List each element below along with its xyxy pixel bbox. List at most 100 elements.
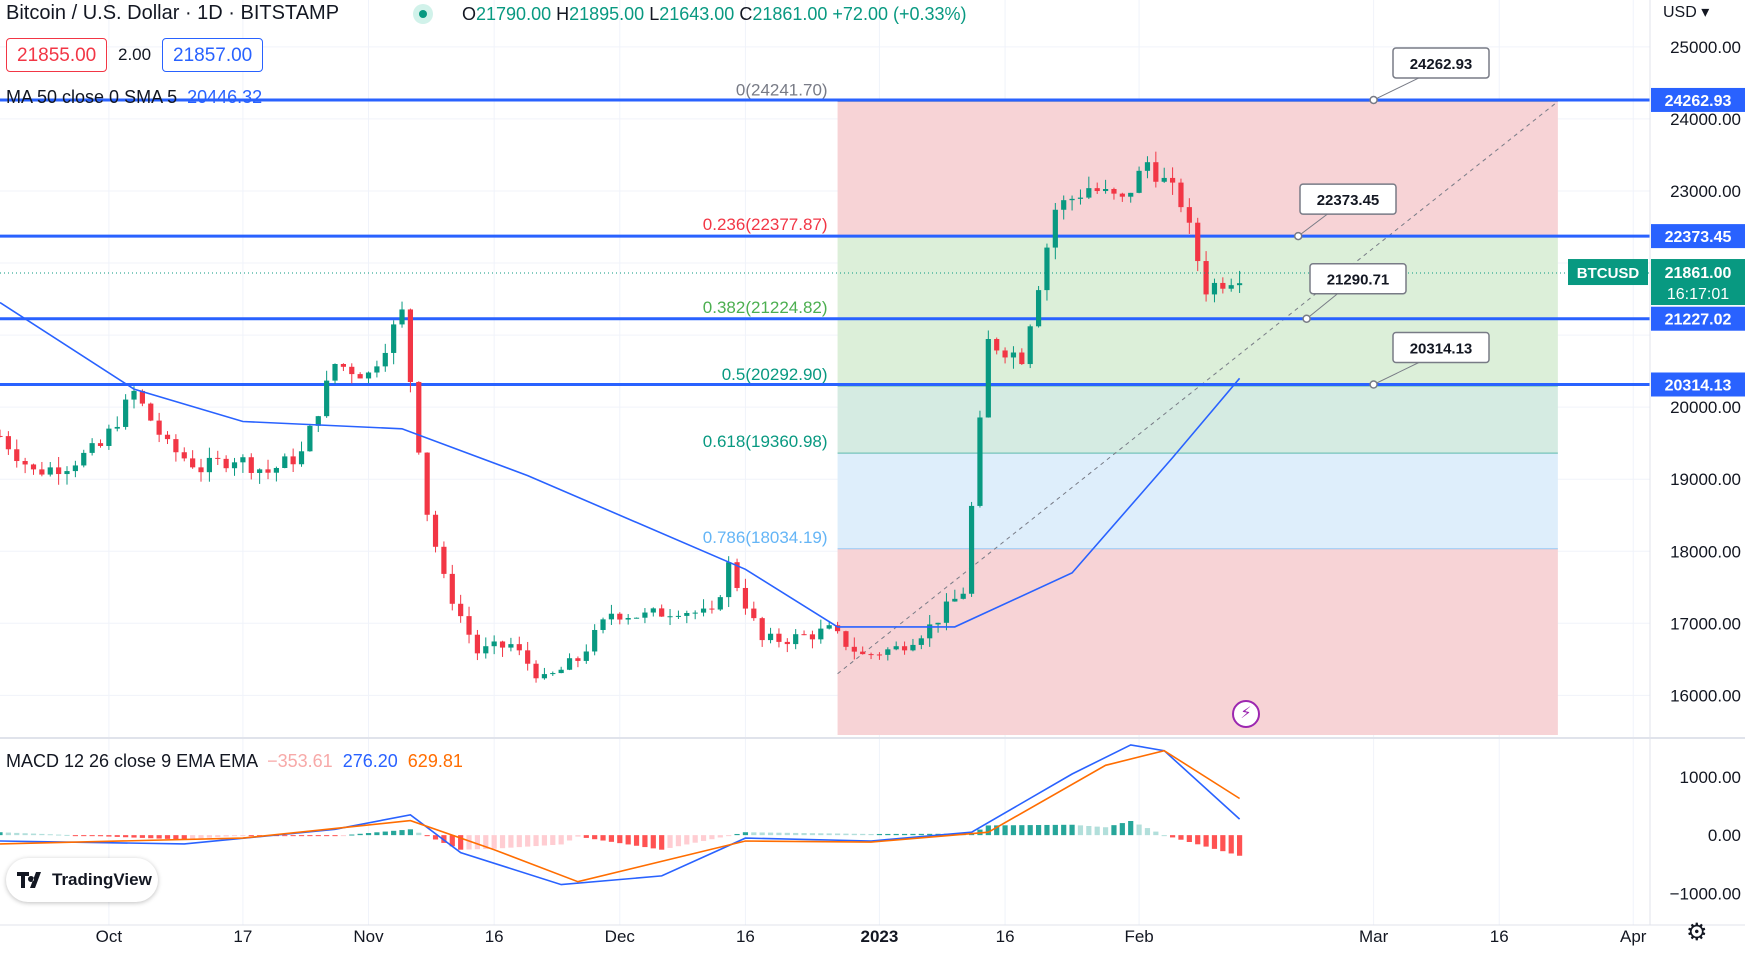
macd-tick-label: 1000.00 bbox=[1680, 768, 1741, 787]
macd-hist-bar bbox=[39, 833, 45, 836]
candle-body bbox=[39, 469, 45, 475]
candle bbox=[1195, 217, 1201, 272]
callout-text: 22373.45 bbox=[1317, 192, 1380, 209]
candle-body bbox=[968, 505, 975, 594]
callout-text: 20314.13 bbox=[1410, 340, 1473, 357]
macd-hist-bar bbox=[215, 835, 221, 838]
candle-body bbox=[826, 625, 832, 629]
candle bbox=[1236, 270, 1243, 293]
fib-retracement bbox=[837, 100, 1559, 735]
callout-anchor bbox=[1369, 95, 1378, 105]
macd-hist-bar bbox=[407, 829, 414, 836]
sell-button[interactable]: 21855.00 bbox=[6, 38, 108, 72]
macd-hist-bar bbox=[231, 835, 238, 837]
candle-body bbox=[215, 457, 221, 459]
macd-hist-bar bbox=[432, 835, 439, 840]
candle-body bbox=[0, 435, 3, 437]
fib-level-label: 0.236(22377.87) bbox=[703, 215, 828, 234]
candle bbox=[759, 616, 765, 647]
macd-hist-bar bbox=[968, 833, 975, 836]
candle-body bbox=[1186, 207, 1192, 223]
candle bbox=[298, 441, 305, 467]
candle-body bbox=[357, 374, 363, 379]
macd-legend[interactable]: MACD 12 26 close 9 EMA EMA −353.61 276.2… bbox=[6, 751, 463, 772]
macd-hist-bar bbox=[843, 833, 849, 836]
candle bbox=[541, 667, 548, 680]
callout-leader bbox=[1373, 360, 1424, 385]
candle-body bbox=[298, 451, 305, 465]
currency-dropdown[interactable]: USD ▾ bbox=[1663, 4, 1710, 21]
callout-text: 24262.93 bbox=[1410, 56, 1473, 73]
macd-hist-bar bbox=[868, 833, 874, 836]
callout-box bbox=[1309, 262, 1407, 295]
macd-hist-bar bbox=[198, 835, 204, 839]
candle-body bbox=[625, 617, 631, 620]
candle bbox=[39, 461, 45, 477]
price-tick-label: 19000.00 bbox=[1670, 470, 1741, 489]
macd-hist-bar bbox=[834, 833, 841, 836]
candle-body bbox=[206, 457, 212, 473]
candle-body bbox=[608, 613, 615, 620]
macd-hist-bar bbox=[1077, 825, 1084, 836]
candle-body bbox=[114, 426, 120, 429]
macd-hist-bar bbox=[600, 835, 606, 841]
candle bbox=[525, 641, 531, 671]
candle bbox=[650, 607, 656, 617]
candle-body bbox=[1128, 192, 1134, 197]
candle bbox=[47, 462, 53, 477]
ma-value: 20446.32 bbox=[187, 87, 263, 107]
ma-legend[interactable]: MA 50 close 0 SMA 5 20446.32 bbox=[6, 87, 262, 108]
macd-hist-bar bbox=[164, 835, 171, 839]
macd-value: 276.20 bbox=[342, 751, 398, 771]
symbol-title[interactable]: Bitcoin / U.S. Dollar · 1D · BITSTAMP bbox=[6, 2, 340, 24]
gear-icon[interactable]: ⚙ bbox=[1686, 919, 1708, 946]
macd-hist-bar bbox=[927, 833, 933, 836]
time-tick-label: Nov bbox=[353, 927, 384, 946]
candle-body bbox=[541, 674, 548, 679]
price-tick-label: 17000.00 bbox=[1670, 614, 1741, 633]
macd-hist-bar bbox=[106, 835, 112, 837]
candle-body bbox=[600, 619, 606, 630]
candle-body bbox=[1203, 261, 1209, 295]
candle-body bbox=[382, 352, 388, 367]
candle bbox=[499, 640, 506, 657]
candle bbox=[14, 439, 20, 468]
candle bbox=[206, 447, 212, 482]
buy-button[interactable]: 21857.00 bbox=[162, 38, 264, 72]
market-status-icon[interactable] bbox=[413, 4, 433, 24]
candle-body bbox=[72, 465, 78, 472]
candle-body bbox=[550, 673, 556, 675]
macd-hist-bar bbox=[985, 825, 991, 836]
spread-value: 2.00 bbox=[118, 45, 152, 64]
time-tick-label: Feb bbox=[1124, 927, 1153, 946]
candle-body bbox=[1027, 326, 1033, 365]
macd-hist-bar bbox=[139, 835, 145, 838]
tradingview-logo[interactable]: TradingView bbox=[6, 858, 158, 902]
candle bbox=[391, 320, 397, 365]
candle bbox=[0, 429, 3, 438]
candle-body bbox=[106, 428, 112, 446]
macd-hist-bar bbox=[206, 835, 212, 838]
candle-body bbox=[1195, 222, 1201, 262]
macd-hist-bar bbox=[667, 835, 673, 848]
candle bbox=[516, 636, 522, 656]
candle bbox=[784, 638, 790, 653]
macd-hist-bar bbox=[114, 835, 120, 837]
candle-body bbox=[282, 456, 288, 468]
candle-body bbox=[675, 615, 682, 617]
macd-hist-bar bbox=[1203, 835, 1209, 847]
candle-body bbox=[449, 573, 455, 604]
macd-hist-bar bbox=[156, 835, 162, 839]
macd-hist-bar bbox=[349, 834, 355, 836]
macd-hist-bar bbox=[1052, 824, 1058, 836]
lightning-icon[interactable]: ⚡ bbox=[1232, 700, 1260, 728]
candle bbox=[181, 447, 187, 462]
time-tick-label: 2023 bbox=[861, 927, 899, 946]
candle bbox=[22, 457, 28, 474]
candle-body bbox=[156, 420, 162, 435]
candle bbox=[726, 556, 732, 608]
macd-hist-bar bbox=[734, 833, 740, 836]
macd-hist-bar bbox=[81, 835, 87, 837]
